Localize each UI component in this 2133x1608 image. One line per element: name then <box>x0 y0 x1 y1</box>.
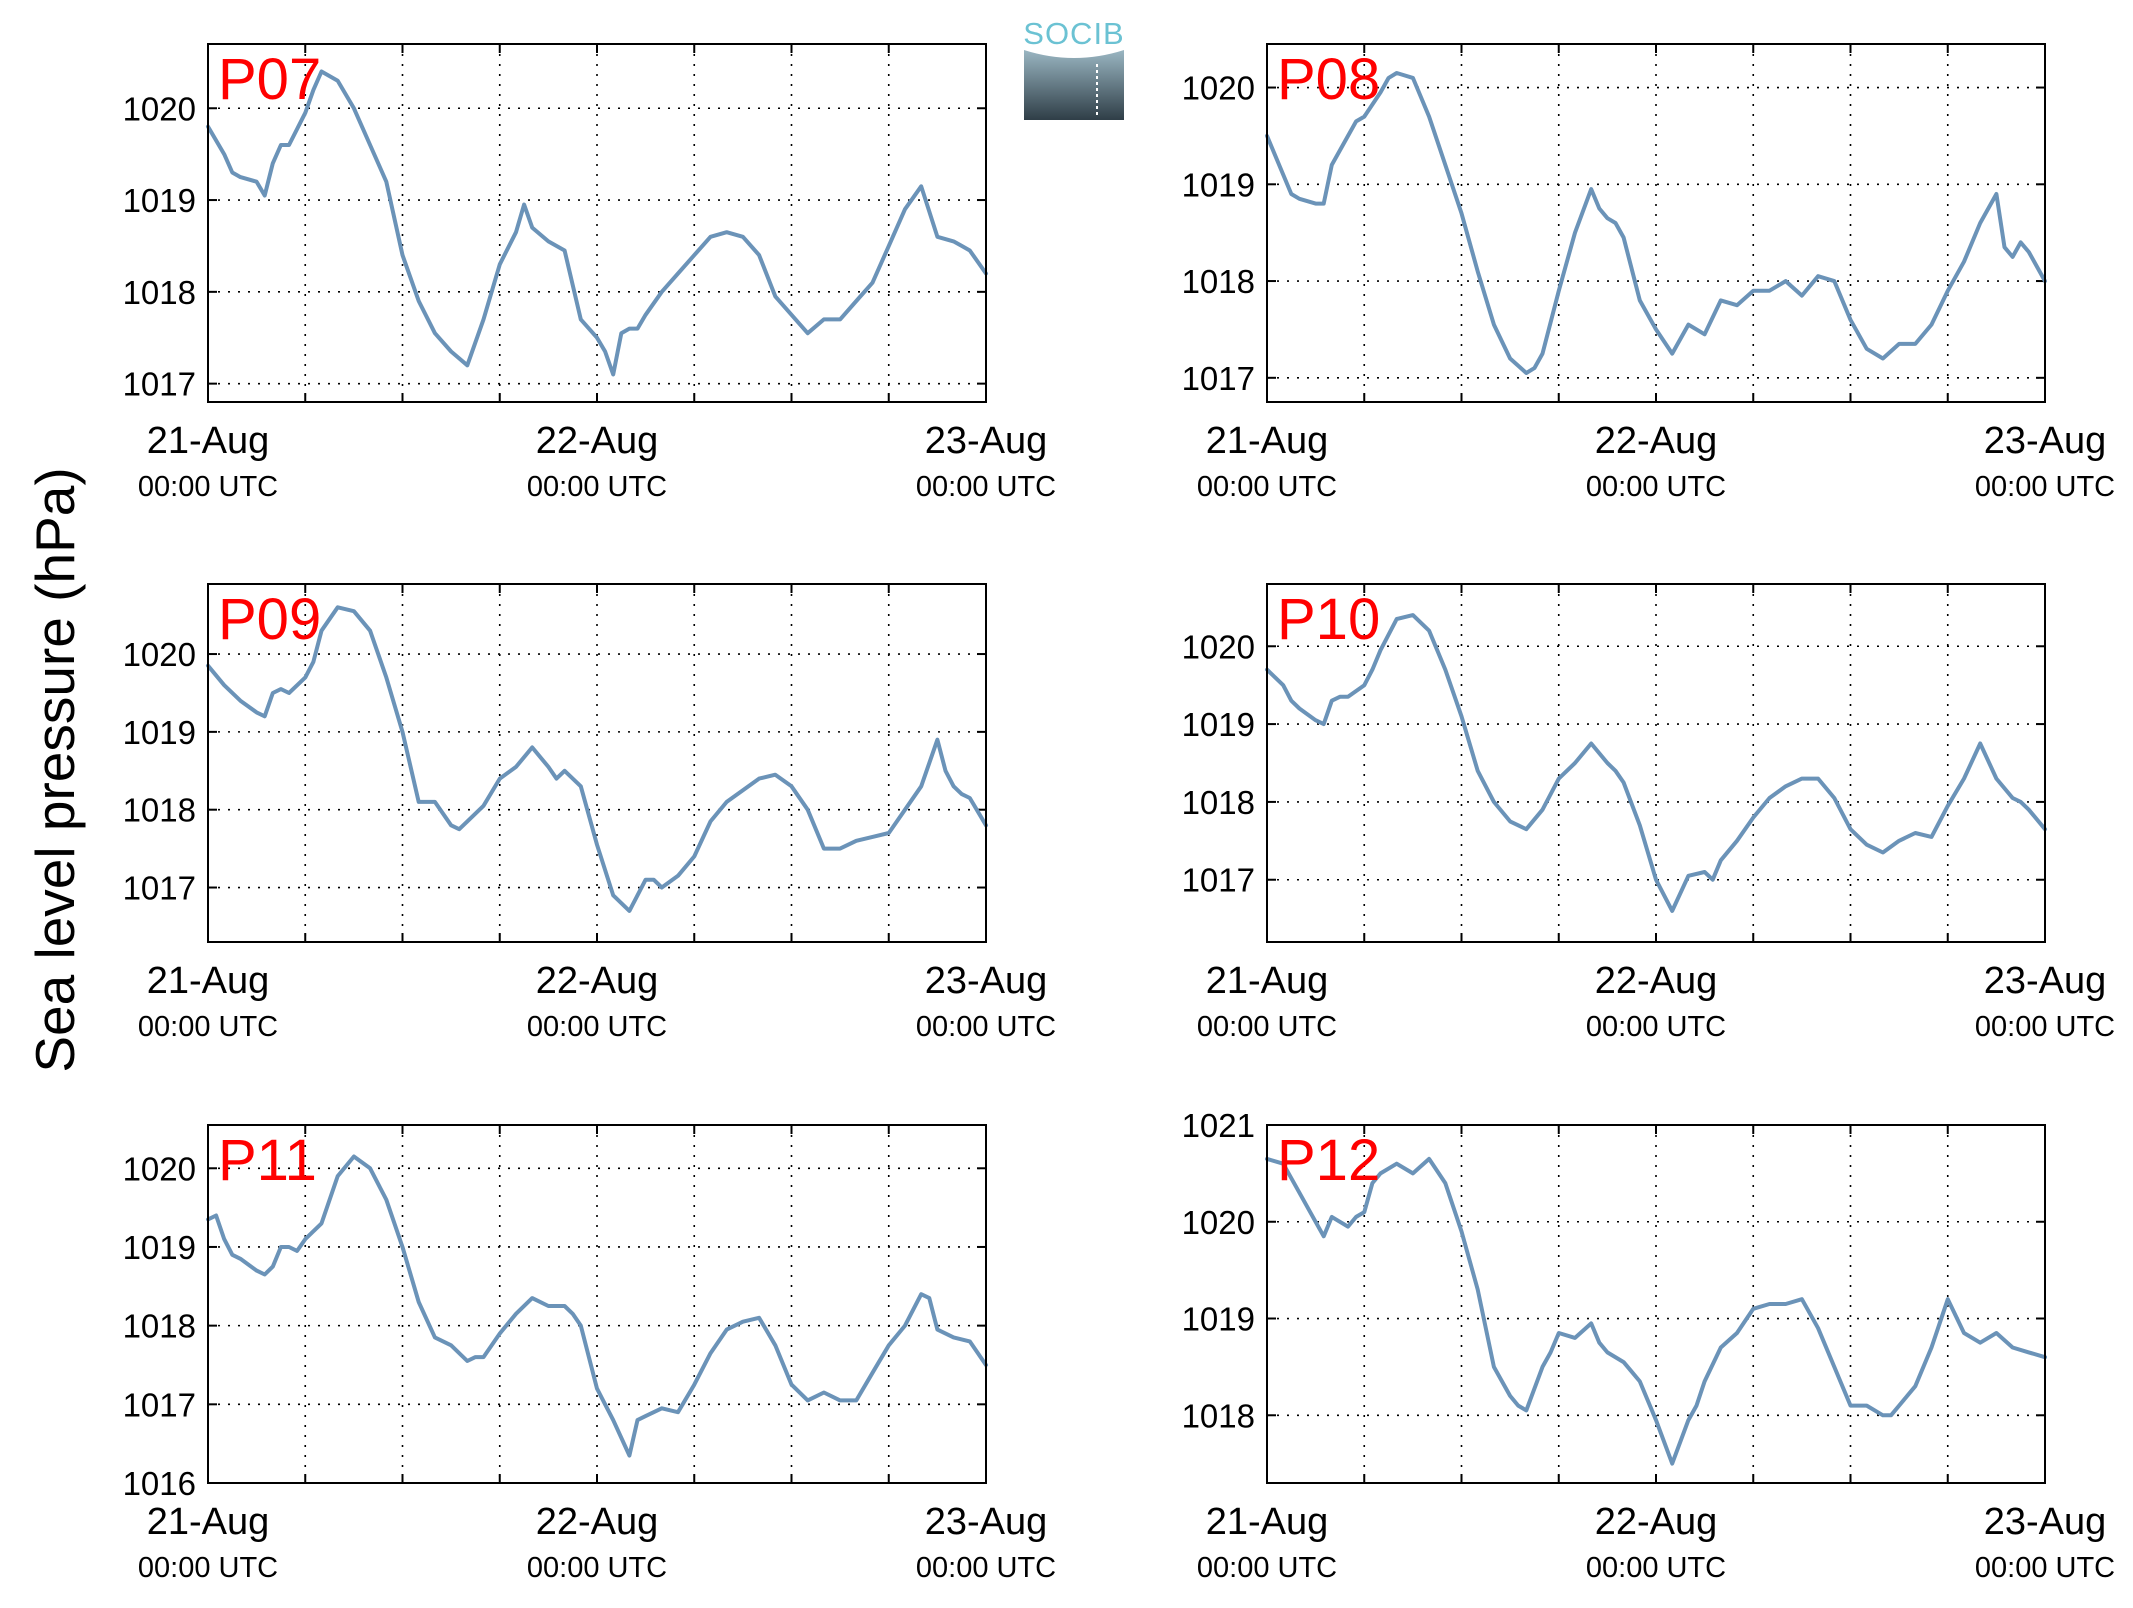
x-time-label: 00:00 UTC <box>527 471 667 503</box>
chart-panel-p10: 1017 1018 1019 1020 P10 21-Aug 00:00 UTC 22-Aug… <box>1182 583 2115 1043</box>
x-date-label: 22-Aug <box>536 420 659 462</box>
y-tick-label: 1017 <box>1182 360 1255 397</box>
x-date-label: 23-Aug <box>1984 420 2107 462</box>
series-line-p10 <box>1265 613 2047 913</box>
y-tick-label: 1018 <box>1182 1397 1255 1434</box>
y-tick-label: 1020 <box>123 636 196 673</box>
x-date-label: 23-Aug <box>925 1501 1048 1543</box>
x-time-label: 00:00 UTC <box>1197 1011 1337 1043</box>
x-date-label: 22-Aug <box>1595 420 1718 462</box>
y-tick-label: 1020 <box>1182 1204 1255 1241</box>
x-time-label: 00:00 UTC <box>138 1011 278 1043</box>
panel-tag: P07 <box>218 47 321 112</box>
x-time-label: 00:00 UTC <box>1586 1011 1726 1043</box>
x-time-label: 00:00 UTC <box>138 471 278 503</box>
x-time-label: 00:00 UTC <box>1197 1552 1337 1584</box>
chart-panel-p07: 1017 1018 1019 1020 P07 21-Aug 00:00 UTC 22-Aug… <box>123 43 1056 503</box>
y-tick-label: 1018 <box>123 792 196 829</box>
x-time-label: 00:00 UTC <box>916 1011 1056 1043</box>
panel-tag: P08 <box>1277 47 1380 112</box>
y-tick-label: 1017 <box>123 870 196 907</box>
x-date-label: 23-Aug <box>1984 1501 2107 1543</box>
y-tick-label: 1020 <box>123 1150 196 1187</box>
x-time-label: 00:00 UTC <box>1586 471 1726 503</box>
y-tick-label: 1019 <box>123 182 196 219</box>
x-time-label: 00:00 UTC <box>1197 471 1337 503</box>
x-time-label: 00:00 UTC <box>916 471 1056 503</box>
logo-wave-block <box>1024 50 1124 120</box>
y-tick-label: 1017 <box>123 1386 196 1423</box>
y-tick-label: 1019 <box>1182 706 1255 743</box>
series-line-p11 <box>206 1154 988 1458</box>
series-line-p12 <box>1265 1156 2047 1466</box>
x-date-label: 21-Aug <box>147 420 270 462</box>
plot-frame <box>207 583 987 943</box>
plot-frame <box>1266 583 2046 943</box>
panel-tag: P11 <box>218 1128 317 1193</box>
x-time-label: 00:00 UTC <box>1975 1552 2115 1584</box>
series-line-p07 <box>206 69 988 377</box>
x-date-label: 22-Aug <box>536 1501 659 1543</box>
panel-tag: P12 <box>1277 1128 1380 1193</box>
y-tick-label: 1018 <box>123 274 196 311</box>
x-time-label: 00:00 UTC <box>138 1552 278 1584</box>
y-tick-label: 1017 <box>1182 862 1255 899</box>
panels: 1017 1018 1019 1020 P07 21-Aug 00:00 UTC 22-Aug… <box>123 43 2116 1584</box>
logo-wordmark: SOCIB <box>1023 16 1124 51</box>
x-date-label: 21-Aug <box>147 1501 270 1543</box>
y-tick-label: 1020 <box>123 90 196 127</box>
y-tick-label: 1019 <box>123 1229 196 1266</box>
y-tick-label: 1018 <box>1182 784 1255 821</box>
y-axis-label: Sea level pressure (hPa) <box>24 467 86 1072</box>
y-tick-label: 1019 <box>1182 166 1255 203</box>
chart-panel-p11: 1016 1017 1018 1019 1020 P11 21-Aug 00:00 UTC 22… <box>123 1124 1056 1584</box>
x-time-label: 00:00 UTC <box>1975 471 2115 503</box>
x-date-label: 22-Aug <box>1595 960 1718 1002</box>
plot-frame <box>1266 43 2046 403</box>
x-date-label: 22-Aug <box>536 960 659 1002</box>
plot-frame <box>1266 1124 2046 1484</box>
y-tick-label: 1021 <box>1182 1107 1255 1144</box>
x-date-label: 22-Aug <box>1595 1501 1718 1543</box>
y-tick-label: 1020 <box>1182 70 1255 107</box>
x-date-label: 21-Aug <box>1206 1501 1329 1543</box>
panel-tag: P09 <box>218 587 321 652</box>
x-time-label: 00:00 UTC <box>527 1011 667 1043</box>
chart-panel-p09: 1017 1018 1019 1020 P09 21-Aug 00:00 UTC 22-Aug… <box>123 583 1056 1043</box>
x-date-label: 23-Aug <box>925 960 1048 1002</box>
plot-frame <box>207 1124 987 1484</box>
y-tick-label: 1017 <box>123 366 196 403</box>
chart-panel-p08: 1017 1018 1019 1020 P08 21-Aug 00:00 UTC 22-Aug… <box>1182 43 2115 503</box>
series-line-p09 <box>206 605 988 913</box>
y-tick-label: 1018 <box>1182 263 1255 300</box>
x-time-label: 00:00 UTC <box>1975 1011 2115 1043</box>
x-date-label: 23-Aug <box>925 420 1048 462</box>
panel-tag: P10 <box>1277 587 1380 652</box>
y-tick-label: 1020 <box>1182 628 1255 665</box>
x-date-label: 23-Aug <box>1984 960 2107 1002</box>
x-date-label: 21-Aug <box>1206 960 1329 1002</box>
x-date-label: 21-Aug <box>1206 420 1329 462</box>
plot-frame <box>207 43 987 403</box>
socib-logo: SOCIB <box>1023 16 1124 120</box>
y-tick-label: 1019 <box>1182 1301 1255 1338</box>
x-time-label: 00:00 UTC <box>1586 1552 1726 1584</box>
x-time-label: 00:00 UTC <box>916 1552 1056 1584</box>
y-tick-label: 1018 <box>123 1308 196 1345</box>
y-tick-label: 1016 <box>123 1465 196 1502</box>
x-date-label: 21-Aug <box>147 960 270 1002</box>
series-line-p08 <box>1265 71 2047 375</box>
chart-panel-p12: 1018 1019 1020 1021 P12 21-Aug 00:00 UTC 22-Aug… <box>1182 1107 2116 1584</box>
y-tick-label: 1019 <box>123 714 196 751</box>
x-time-label: 00:00 UTC <box>527 1552 667 1584</box>
